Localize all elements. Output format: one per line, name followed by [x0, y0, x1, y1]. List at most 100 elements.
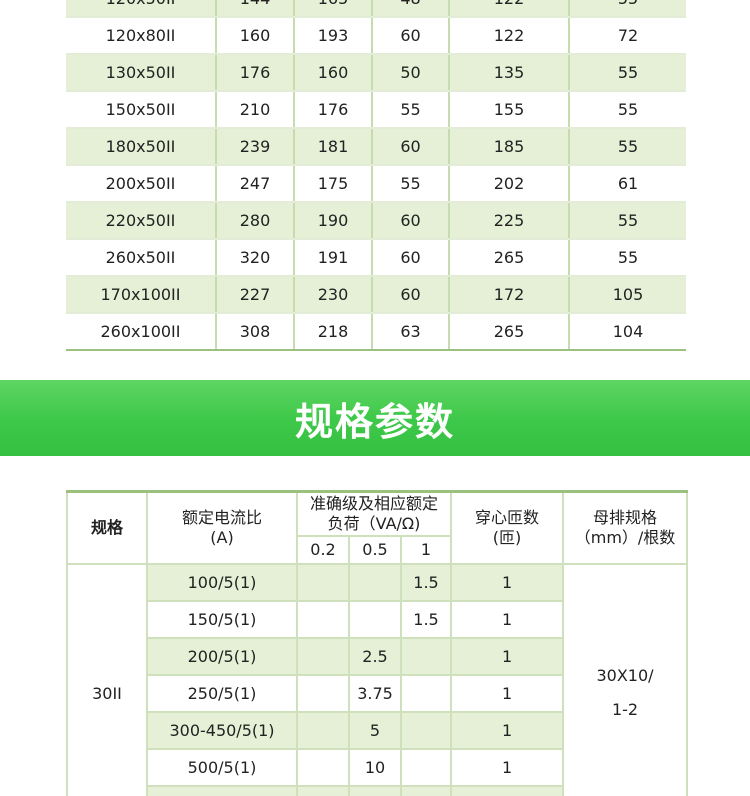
dimension-cell: 135: [449, 54, 570, 92]
table-row: 260x50II 320 191 60 265 55: [66, 239, 686, 277]
empty-cell: [348, 784, 402, 796]
table-row: 30II 100/5(1) 1.5 1 30X10/1-2: [66, 562, 689, 796]
dimension-cell: 218: [294, 313, 373, 351]
accuracy-cell: 1.5: [399, 599, 453, 639]
turns-cell: 1: [450, 673, 565, 713]
dimension-cell: 175: [294, 165, 373, 203]
turns-cell: 1: [450, 562, 565, 602]
busbar-cell: 30X10/1-2: [562, 562, 689, 796]
dimension-cell: 165: [294, 0, 373, 18]
ratio-cell: 500/5(1): [146, 747, 298, 787]
ratio-cell: 150/5(1): [146, 599, 298, 639]
dimension-cell: 239: [216, 128, 295, 166]
turns-cell: 1: [450, 710, 565, 750]
dimension-cell: 265: [449, 239, 570, 277]
accuracy-cell: [296, 747, 350, 787]
dimension-cell: 320: [216, 239, 295, 277]
dimension-cell: 185: [449, 128, 570, 166]
table-row: 120x80II 160 193 60 122 72: [66, 17, 686, 55]
dimension-cell: 55: [569, 54, 686, 92]
dimension-cell: 55: [569, 239, 686, 277]
dimension-cell: 63: [372, 313, 450, 351]
accuracy-cell: [399, 636, 453, 676]
dimension-cell: 61: [569, 165, 686, 203]
header-spec: 规格: [66, 490, 148, 565]
table-row: 250/5(1) 3.75 1: [67, 673, 687, 713]
accuracy-cell: [296, 673, 350, 713]
table-row: 130x50II 176 160 50 135 55: [66, 54, 686, 92]
accuracy-cell: [399, 673, 453, 713]
turns-cell: 1: [450, 747, 565, 787]
accuracy-cell: 2.5: [348, 636, 402, 676]
accuracy-cell: [348, 599, 402, 639]
dimension-cell: 176: [294, 91, 373, 129]
dimension-cell: 265: [449, 313, 570, 351]
dimension-cell: 155: [449, 91, 570, 129]
table-row: 500/5(1) 10 1: [67, 747, 687, 787]
dimension-cell: 193: [294, 17, 373, 55]
table-row: 220x50II 280 190 60 225 55: [66, 202, 686, 240]
header-accuracy-line1: 准确级及相应额定: [310, 493, 439, 513]
accuracy-cell: [296, 562, 350, 602]
header-accuracy-line2: 负荷（VA/Ω): [327, 513, 421, 533]
dimension-cell: 55: [372, 91, 450, 129]
dimension-cell: 60: [372, 17, 450, 55]
dimension-cell: 210: [216, 91, 295, 129]
dimension-cell: 55: [372, 165, 450, 203]
header-acc-0-2: 0.2: [296, 534, 350, 565]
dimension-cell: 227: [216, 276, 295, 314]
dimension-cell: 104: [569, 313, 686, 351]
header-busbar-line2: （mm）/根数: [574, 527, 676, 547]
model-cell: 200x50II: [66, 165, 217, 203]
dimension-cell: 230: [294, 276, 373, 314]
ratio-cell: 250/5(1): [146, 673, 298, 713]
accuracy-cell: 1.5: [399, 562, 453, 602]
model-cell: 180x50II: [66, 128, 217, 166]
table-row: 260x100II 308 218 63 265 104: [66, 313, 686, 351]
table-row: 300-450/5(1) 5 1: [67, 710, 687, 750]
table-row: 200/5(1) 2.5 1: [67, 636, 687, 676]
busbar-line1: 30X10/: [596, 666, 654, 685]
accuracy-cell: 5: [348, 710, 402, 750]
header-busbar: 母排规格 （mm）/根数: [562, 490, 689, 565]
empty-cell: [146, 784, 298, 796]
accuracy-cell: 3.75: [348, 673, 402, 713]
accuracy-cell: [348, 562, 402, 602]
dimension-cell: 190: [294, 202, 373, 240]
dimension-cell: 308: [216, 313, 295, 351]
section-title: 规格参数: [294, 399, 455, 444]
dimension-table: 120x50II1441654812255120x80II16019360122…: [66, 0, 686, 351]
dimension-cell: 160: [294, 54, 373, 92]
table-row: 150/5(1) 1.5 1: [67, 599, 687, 639]
dimension-cell: 60: [372, 128, 450, 166]
accuracy-cell: [296, 636, 350, 676]
header-accuracy: 准确级及相应额定 负荷（VA/Ω): [295, 490, 453, 537]
table-row: [67, 784, 687, 796]
dimension-cell: 247: [216, 165, 295, 203]
model-cell: 120x50II: [66, 0, 217, 18]
model-cell: 260x100II: [66, 313, 217, 351]
accuracy-cell: [296, 599, 350, 639]
model-cell: 130x50II: [66, 54, 217, 92]
busbar-line2: 1-2: [611, 700, 639, 719]
dimension-cell: 60: [372, 202, 450, 240]
header-turns-line1: 穿心匝数: [475, 507, 540, 527]
dimension-cell: 60: [372, 276, 450, 314]
dimension-cell: 144: [216, 0, 295, 18]
model-cell: 150x50II: [66, 91, 217, 129]
dimension-cell: 50: [372, 54, 450, 92]
empty-cell: [450, 784, 565, 796]
accuracy-cell: 10: [348, 747, 402, 787]
dimension-cell: 60: [372, 239, 450, 277]
empty-cell: [399, 784, 453, 796]
table-row: 180x50II 239 181 60 185 55: [66, 128, 686, 166]
ratio-cell: 200/5(1): [146, 636, 298, 676]
accuracy-cell: [296, 710, 350, 750]
header-ratio-line2: (A): [210, 527, 234, 547]
header-acc-0-5: 0.5: [348, 534, 402, 565]
section-banner: 规格参数: [0, 380, 750, 456]
model-cell: 220x50II: [66, 202, 217, 240]
header-ratio: 额定电流比 (A): [146, 490, 298, 565]
dimension-cell: 176: [216, 54, 295, 92]
